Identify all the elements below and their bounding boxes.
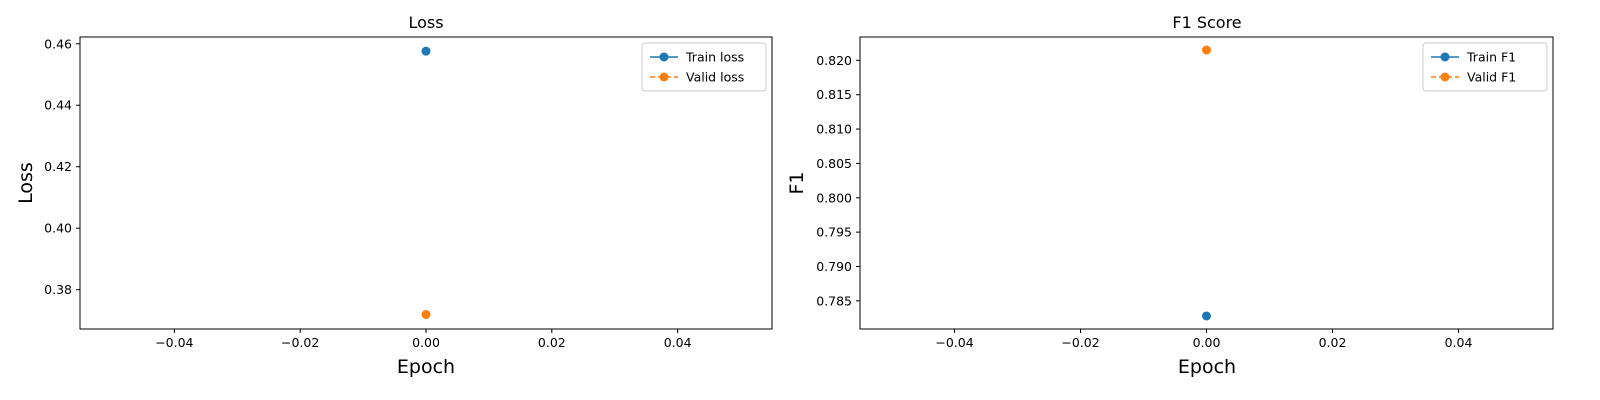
loss-y-tick-label: 0.46: [44, 36, 72, 51]
loss-y-tick-label: 0.38: [44, 282, 72, 297]
loss-legend: Train loss Valid loss: [641, 42, 767, 92]
f1-legend-box: [1422, 42, 1548, 92]
loss-x-axis-title: Epoch: [397, 356, 455, 378]
f1-series-1-point: [1202, 45, 1211, 55]
f1-legend-marker-1: [1440, 72, 1450, 82]
loss-chart-title: Loss: [408, 13, 443, 32]
f1-x-tick-label: −0.04: [935, 335, 973, 350]
loss-series-0-point: [421, 46, 431, 56]
f1-y-tick-label: 0.820: [816, 53, 852, 68]
f1-y-tick-label: 0.790: [816, 259, 852, 274]
f1-x-tick-label: 0.02: [1319, 335, 1347, 350]
f1-chart-panel: F1 Score Epoch F1 −0.04 −0.02 0.00 0.02 0.04…: [786, 13, 1554, 378]
loss-series-1-point: [421, 310, 431, 320]
f1-legend: Train F1 Valid F1: [1422, 42, 1548, 92]
f1-x-axis-title: Epoch: [1178, 356, 1236, 378]
loss-y-tick-label: 0.42: [44, 159, 72, 174]
f1-axis-ticks: −0.04 −0.02 0.00 0.02 0.04 0.785 0.790 0.795 0.8…: [816, 53, 1472, 350]
f1-series-0-point: [1202, 311, 1211, 321]
loss-legend-marker-1: [659, 72, 669, 82]
f1-y-axis-title: F1: [786, 171, 808, 194]
loss-chart-panel: Loss Epoch Loss −0.04 −0.02 0.00 0.02 0.04 0.…: [15, 13, 773, 378]
f1-y-tick-label: 0.810: [816, 122, 852, 137]
f1-plot-frame: [859, 36, 1554, 330]
loss-x-tick-label: 0.04: [664, 335, 692, 350]
f1-y-tick-label: 0.785: [816, 293, 852, 308]
loss-axis-ticks: −0.04 −0.02 0.00 0.02 0.04 0.38 0.40 0.42 0.44 0.…: [44, 36, 691, 350]
loss-plot-frame: [79, 36, 773, 330]
f1-y-tick-label: 0.815: [816, 87, 852, 102]
loss-y-tick-label: 0.44: [44, 98, 72, 113]
loss-data-marks: [421, 46, 431, 320]
f1-legend-label-1: Valid F1: [1467, 70, 1516, 85]
loss-legend-box: [641, 42, 767, 92]
loss-x-tick-label: 0.02: [538, 335, 566, 350]
f1-y-tick-label: 0.795: [816, 225, 852, 240]
loss-legend-marker-0: [659, 52, 669, 62]
f1-chart-title: F1 Score: [1172, 13, 1241, 32]
f1-y-tick-label: 0.800: [816, 190, 852, 205]
loss-x-tick-label: −0.04: [155, 335, 193, 350]
f1-y-tick-label: 0.805: [816, 156, 852, 171]
f1-x-tick-label: 0.00: [1193, 335, 1221, 350]
loss-y-axis-title: Loss: [15, 162, 37, 204]
loss-legend-label-0: Train loss: [685, 50, 744, 65]
f1-legend-label-0: Train F1: [1466, 50, 1516, 65]
f1-data-marks: [1202, 45, 1211, 321]
loss-legend-label-1: Valid loss: [686, 70, 744, 85]
loss-x-tick-label: −0.02: [281, 335, 319, 350]
loss-y-tick-label: 0.40: [44, 221, 72, 236]
f1-x-tick-label: −0.02: [1061, 335, 1099, 350]
f1-legend-marker-0: [1440, 52, 1450, 62]
f1-x-tick-label: 0.04: [1445, 335, 1473, 350]
loss-x-tick-label: 0.00: [412, 335, 440, 350]
